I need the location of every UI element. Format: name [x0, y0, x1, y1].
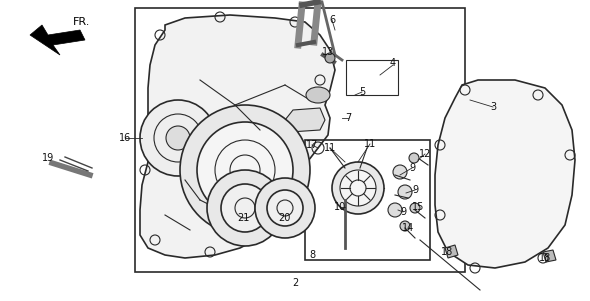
- Polygon shape: [445, 245, 458, 258]
- Text: 9: 9: [412, 185, 418, 195]
- Text: 19: 19: [42, 153, 54, 163]
- Ellipse shape: [325, 53, 335, 63]
- Text: 16: 16: [119, 133, 131, 143]
- Ellipse shape: [221, 184, 269, 232]
- Polygon shape: [543, 250, 556, 262]
- Text: 18: 18: [539, 253, 551, 263]
- Text: 12: 12: [419, 149, 431, 159]
- Text: 9: 9: [409, 163, 415, 173]
- Bar: [135, 8, 465, 272]
- Text: 14: 14: [402, 223, 414, 233]
- Text: 7: 7: [345, 113, 351, 123]
- Text: 21: 21: [237, 213, 249, 223]
- Ellipse shape: [410, 203, 420, 213]
- Polygon shape: [30, 25, 85, 55]
- Bar: [305, 140, 430, 260]
- Text: 11: 11: [324, 143, 336, 153]
- Text: 9: 9: [400, 207, 406, 217]
- Text: 17: 17: [306, 140, 318, 150]
- Ellipse shape: [332, 162, 384, 214]
- Ellipse shape: [388, 203, 402, 217]
- Text: FR.: FR.: [73, 17, 91, 27]
- Ellipse shape: [340, 170, 376, 206]
- Text: 4: 4: [390, 58, 396, 68]
- Ellipse shape: [306, 87, 330, 103]
- Ellipse shape: [255, 178, 315, 238]
- Polygon shape: [140, 15, 335, 258]
- Ellipse shape: [393, 165, 407, 179]
- Text: 11: 11: [364, 139, 376, 149]
- Text: 8: 8: [309, 250, 315, 260]
- Text: 15: 15: [412, 202, 424, 212]
- Polygon shape: [285, 108, 325, 132]
- Ellipse shape: [267, 190, 303, 226]
- Ellipse shape: [166, 126, 190, 150]
- Bar: [346, 60, 398, 95]
- Text: 13: 13: [322, 47, 334, 57]
- Ellipse shape: [207, 170, 283, 246]
- Text: 3: 3: [490, 102, 496, 112]
- Text: 18: 18: [441, 247, 453, 257]
- Text: 5: 5: [359, 87, 365, 97]
- Ellipse shape: [398, 185, 412, 199]
- Text: 2: 2: [292, 278, 298, 288]
- Polygon shape: [435, 80, 575, 268]
- Ellipse shape: [409, 153, 419, 163]
- Ellipse shape: [140, 100, 216, 176]
- Text: 20: 20: [278, 213, 290, 223]
- Ellipse shape: [180, 105, 310, 235]
- Text: 6: 6: [329, 15, 335, 25]
- Text: 10: 10: [334, 202, 346, 212]
- Ellipse shape: [400, 221, 410, 231]
- Ellipse shape: [197, 122, 293, 218]
